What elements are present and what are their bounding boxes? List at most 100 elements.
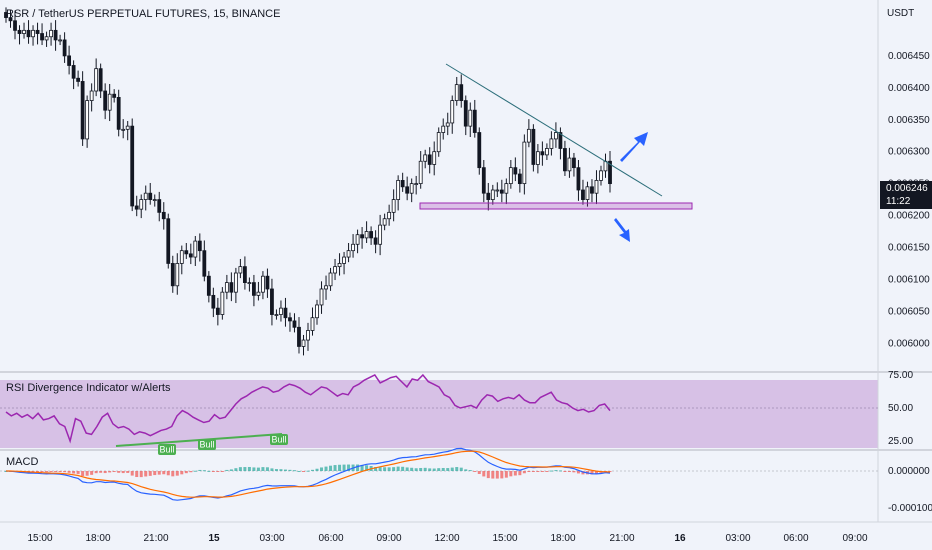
rsi-axis-label: 50.00	[888, 403, 913, 414]
macd-histogram-bar	[157, 471, 161, 475]
currency-label: USDT	[887, 8, 915, 19]
macd-histogram-bar	[270, 468, 274, 471]
candle-down	[405, 186, 410, 194]
candle-down	[197, 240, 202, 252]
candle-up	[508, 167, 513, 185]
time-axis-label: 06:00	[318, 533, 343, 544]
candle-up	[522, 141, 527, 185]
candle-down	[112, 93, 117, 98]
macd-histogram-bar	[329, 465, 333, 471]
macd-histogram-bar	[297, 470, 301, 472]
candle-down	[517, 173, 522, 185]
candle-up	[143, 192, 148, 200]
current-price-badge: 0.006246 11:22	[880, 181, 932, 209]
rsi-axis-label: 25.00	[888, 436, 913, 447]
macd-histogram-bar	[360, 464, 364, 471]
macd-histogram-bar	[455, 467, 459, 471]
macd-histogram-bar	[130, 471, 134, 476]
price-axis-label: 0.006400	[888, 83, 930, 94]
time-axis-label: 18:00	[550, 533, 575, 544]
macd-histogram-bar	[40, 471, 44, 473]
candle-up	[441, 125, 446, 133]
candle-down	[71, 65, 76, 79]
macd-histogram-bar	[446, 468, 450, 471]
macd-histogram-bar	[76, 471, 80, 474]
candle-down	[215, 307, 220, 315]
candle-up	[247, 282, 252, 284]
time-axis-label: 03:00	[259, 533, 284, 544]
candle-down	[373, 237, 378, 245]
candle-up	[274, 314, 279, 316]
macd-histogram-bar	[504, 471, 508, 478]
descending-trendline	[445, 63, 663, 197]
macd-histogram-bar	[148, 471, 152, 476]
macd-histogram-bar	[94, 471, 98, 474]
macd-histogram-bar	[572, 471, 576, 473]
candle-down	[576, 167, 581, 191]
candle-down	[157, 199, 162, 213]
candle-down	[229, 282, 234, 293]
candle-down	[608, 160, 612, 185]
candle-down	[134, 205, 139, 210]
candle-down	[76, 77, 81, 82]
price-axis-label: 0.006200	[888, 211, 930, 222]
candle-down	[62, 39, 67, 57]
candle-up	[378, 224, 383, 245]
candle-up	[382, 218, 387, 226]
candle-up	[526, 128, 531, 143]
candle-down	[472, 109, 477, 133]
macd-histogram-bar	[139, 471, 143, 478]
macd-histogram-bar	[522, 471, 526, 474]
macd-histogram-bar	[112, 471, 116, 473]
macd-histogram-bar	[450, 467, 454, 471]
macd-histogram-bar	[513, 471, 517, 476]
candle-up	[554, 132, 558, 140]
macd-histogram-bar	[58, 471, 62, 472]
candle-down	[513, 167, 518, 175]
macd-histogram-bar	[166, 471, 170, 476]
macd-histogram-bar	[256, 467, 260, 471]
macd-histogram-bar	[410, 467, 414, 471]
price-axis-label: 0.006450	[888, 51, 930, 62]
price-axis-label: 0.006350	[888, 115, 930, 126]
candle-down	[53, 29, 58, 41]
candle-up	[44, 36, 49, 41]
bull-label-badge	[158, 444, 176, 455]
bar-countdown: 11:22	[886, 196, 911, 207]
candle-up	[414, 183, 419, 186]
candle-up	[436, 132, 441, 153]
macd-histogram-bar	[171, 471, 175, 477]
macd-histogram-bar	[545, 471, 549, 472]
macd-histogram-bar	[320, 467, 324, 471]
macd-histogram-bar	[477, 471, 481, 474]
macd-histogram-bar	[347, 464, 351, 471]
macd-histogram-bar	[531, 471, 535, 472]
macd-histogram-bar	[126, 471, 130, 473]
price-axis-label: 0.006300	[888, 147, 930, 158]
macd-histogram-bar	[311, 469, 315, 471]
candle-up	[319, 288, 324, 306]
rsi-axis-label: 75.00	[888, 370, 913, 381]
macd-histogram-bar	[473, 471, 477, 472]
price-axis-label: 0.006150	[888, 242, 930, 253]
candle-down	[297, 326, 301, 347]
time-axis-label: 03:00	[725, 533, 750, 544]
candle-down	[360, 234, 364, 239]
candle-up	[391, 199, 396, 213]
candle-down	[540, 151, 545, 156]
macd-histogram-bar	[198, 469, 202, 471]
candle-up	[324, 285, 328, 290]
price-axis-label: 0.006100	[888, 274, 930, 285]
price-pane[interactable]	[0, 0, 878, 372]
macd-histogram-bar	[356, 464, 360, 471]
candle-up	[544, 148, 549, 156]
candle-down	[67, 55, 72, 66]
bull-label: Bull	[271, 435, 286, 445]
candle-up	[495, 189, 500, 192]
candle-down	[292, 320, 297, 328]
macd-histogram-bar	[117, 471, 121, 473]
macd-histogram-bar	[482, 471, 486, 477]
macd-histogram-bar	[103, 471, 107, 474]
macd-histogram-bar	[590, 471, 594, 475]
